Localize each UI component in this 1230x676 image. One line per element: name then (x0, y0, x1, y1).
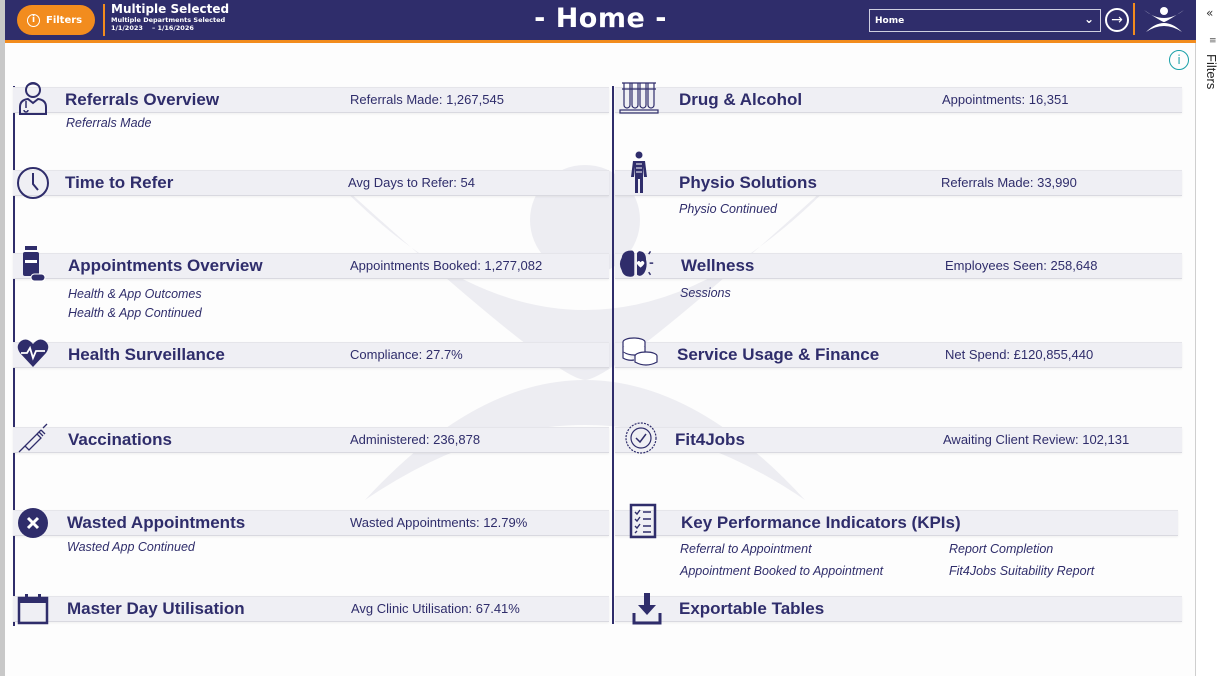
filters-pane-label[interactable]: Filters (1204, 54, 1219, 90)
coins-icon (619, 335, 661, 371)
navigate-go-button[interactable]: → (1105, 8, 1129, 32)
heart-pulse-icon (15, 335, 51, 371)
tile-metric: Avg Clinic Utilisation: 67.41% (351, 601, 520, 616)
clock-icon (15, 165, 51, 201)
tile-referrals-overview[interactable]: Referrals Overview Referrals Made: 1,267… (13, 82, 609, 115)
page-nav-select-value: Home (875, 15, 905, 26)
link-fit4jobs-suitability-report[interactable]: Fit4Jobs Suitability Report (949, 564, 1095, 578)
divider (103, 4, 105, 36)
tile-metric: Referrals Made: 33,990 (941, 175, 1077, 190)
tile-service-usage-finance[interactable]: Service Usage & Finance Net Spend: £120,… (615, 337, 1182, 368)
tile-master-day-utilisation[interactable]: Master Day Utilisation Avg Clinic Utilis… (13, 594, 609, 625)
x-circle-icon (15, 505, 51, 541)
calendar-icon (15, 591, 51, 627)
tile-appointments-overview[interactable]: Appointments Overview Appointments Booke… (13, 246, 609, 282)
medicine-bottle-icon (15, 246, 51, 282)
test-tubes-icon (617, 80, 661, 116)
tile-fit4jobs[interactable]: Fit4Jobs Awaiting Client Review: 102,131 (615, 422, 1182, 454)
tile-metric: Employees Seen: 258,648 (945, 258, 1098, 273)
filters-button[interactable]: i Filters (17, 5, 95, 35)
tile-health-surveillance[interactable]: Health Surveillance Compliance: 27.7% (13, 339, 609, 368)
download-icon (629, 591, 665, 627)
tile-metric: Administered: 236,878 (350, 432, 481, 447)
badge-check-icon (623, 420, 659, 456)
link-health-app-outcomes[interactable]: Health & App Outcomes (68, 287, 202, 301)
tile-metric: Wasted Appointments: 12.79% (350, 515, 528, 530)
tile-title: Fit4Jobs (675, 430, 745, 449)
date-to: – 1/16/2026 (151, 24, 194, 32)
selection-departments: Multiple Departments Selected (111, 16, 226, 24)
tile-title: Time to Refer (65, 173, 174, 192)
tile-drug-alcohol[interactable]: Drug & Alcohol Appointments: 16,351 (615, 82, 1182, 114)
tile-metric: Appointments Booked: 1,277,082 (350, 258, 543, 273)
tile-title: Referrals Overview (65, 90, 220, 109)
date-range: 1/1/2023 – 1/16/2026 (111, 24, 229, 32)
link-referrals-made[interactable]: Referrals Made (66, 116, 152, 130)
tile-exportable-tables[interactable]: Exportable Tables (615, 593, 1182, 625)
link-physio-continued[interactable]: Physio Continued (679, 202, 777, 216)
company-logo (1142, 6, 1186, 38)
tile-kpis[interactable]: Key Performance Indicators (KPIs) (615, 503, 1178, 539)
tile-time-to-refer[interactable]: Time to Refer Avg Days to Refer: 54 (13, 167, 609, 199)
tile-physio-solutions[interactable]: Physio Solutions Referrals Made: 33,990 (615, 151, 1182, 196)
filter-icon: ≡ (1209, 36, 1217, 46)
doctor-icon (15, 80, 51, 116)
tile-title: Exportable Tables (679, 599, 825, 618)
tile-metric: Referrals Made: 1,267,545 (350, 92, 504, 107)
date-from: 1/1/2023 (111, 24, 143, 32)
tile-title: Wasted Appointments (67, 513, 246, 532)
tile-title: Wellness (681, 256, 755, 275)
link-report-completion[interactable]: Report Completion (949, 542, 1054, 556)
link-sessions[interactable]: Sessions (680, 286, 731, 300)
syringe-icon (15, 420, 51, 456)
info-button[interactable]: i (1169, 50, 1189, 70)
expand-pane-icon[interactable]: « (1206, 6, 1214, 20)
tile-metric: Appointments: 16,351 (942, 92, 1069, 107)
tile-wellness[interactable]: Wellness Employees Seen: 258,648 (615, 250, 1182, 279)
header-bar: i Filters Multiple Selected Multiple Dep… (5, 0, 1196, 43)
tile-vaccinations[interactable]: Vaccinations Administered: 236,878 (13, 423, 609, 453)
tile-wasted-appointments[interactable]: Wasted Appointments Wasted Appointments:… (13, 508, 609, 538)
tile-metric: Net Spend: £120,855,440 (945, 347, 1094, 362)
tile-title: Physio Solutions (679, 173, 817, 192)
tile-title: Drug & Alcohol (679, 90, 803, 109)
report-canvas: i Filters Multiple Selected Multiple Dep… (5, 0, 1196, 676)
person-logo-icon (1144, 7, 1184, 32)
info-icon: i (27, 13, 40, 27)
link-wasted-app-continued[interactable]: Wasted App Continued (67, 540, 195, 554)
brain-heart-icon (619, 246, 655, 282)
link-health-app-continued[interactable]: Health & App Continued (68, 306, 202, 320)
tile-metric: Avg Days to Refer: 54 (348, 175, 475, 190)
skeleton-icon (621, 151, 657, 193)
right-column-line (612, 86, 614, 624)
tile-title: Vaccinations (68, 430, 172, 449)
tile-metric: Compliance: 27.7% (350, 347, 463, 362)
selection-title: Multiple Selected (111, 2, 230, 16)
link-referral-to-appointment[interactable]: Referral to Appointment (680, 542, 812, 556)
chevron-down-icon: ⌄ (1083, 12, 1094, 26)
tile-title: Appointments Overview (68, 256, 263, 275)
tile-metric: Awaiting Client Review: 102,131 (943, 432, 1130, 447)
tile-title: Master Day Utilisation (67, 599, 245, 618)
arrow-right-icon: → (1111, 12, 1123, 28)
checklist-icon (625, 503, 661, 539)
link-appointment-booked-to-appointment[interactable]: Appointment Booked to Appointment (680, 564, 884, 578)
filters-button-label: Filters (46, 14, 83, 26)
tile-title: Key Performance Indicators (KPIs) (681, 513, 961, 532)
tile-title: Health Surveillance (68, 345, 225, 364)
info-icon: i (1177, 53, 1181, 67)
page-nav-select[interactable]: Home ⌄ (869, 9, 1101, 32)
divider (1133, 3, 1135, 35)
filters-pane-collapsed[interactable]: « ≡ Filters (1196, 0, 1230, 676)
selection-summary: Multiple Selected Multiple Departments S… (111, 2, 230, 33)
tile-title: Service Usage & Finance (677, 345, 880, 364)
